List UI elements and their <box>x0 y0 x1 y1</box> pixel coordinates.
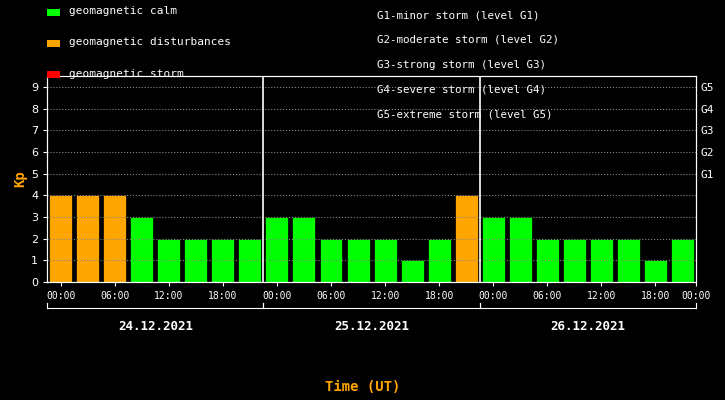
Y-axis label: Kp: Kp <box>13 171 27 187</box>
Bar <box>644 260 667 282</box>
Bar <box>563 239 586 282</box>
Bar <box>536 239 559 282</box>
Bar <box>265 217 289 282</box>
Text: G2-moderate storm (level G2): G2-moderate storm (level G2) <box>377 35 559 45</box>
Text: 25.12.2021: 25.12.2021 <box>334 320 409 333</box>
Bar <box>49 195 72 282</box>
Bar <box>130 217 153 282</box>
Text: Time (UT): Time (UT) <box>325 380 400 394</box>
Text: G4-severe storm (level G4): G4-severe storm (level G4) <box>377 84 546 94</box>
Bar <box>617 239 640 282</box>
Text: 24.12.2021: 24.12.2021 <box>117 320 193 333</box>
Bar <box>292 217 315 282</box>
Bar <box>76 195 99 282</box>
Bar <box>103 195 126 282</box>
Text: G3-strong storm (level G3): G3-strong storm (level G3) <box>377 60 546 70</box>
Bar <box>481 217 505 282</box>
Text: G5-extreme storm (level G5): G5-extreme storm (level G5) <box>377 109 552 119</box>
Text: geomagnetic disturbances: geomagnetic disturbances <box>69 37 231 47</box>
Bar <box>184 239 207 282</box>
Bar <box>239 239 262 282</box>
Bar <box>590 239 613 282</box>
Bar <box>157 239 181 282</box>
Bar <box>455 195 478 282</box>
Text: geomagnetic storm: geomagnetic storm <box>69 69 183 78</box>
Text: 26.12.2021: 26.12.2021 <box>550 320 626 333</box>
Text: G1-minor storm (level G1): G1-minor storm (level G1) <box>377 10 539 20</box>
Text: geomagnetic calm: geomagnetic calm <box>69 6 177 16</box>
Bar <box>509 217 531 282</box>
Bar <box>320 239 342 282</box>
Bar <box>212 239 234 282</box>
Bar <box>428 239 451 282</box>
Bar <box>347 239 370 282</box>
Bar <box>373 239 397 282</box>
Bar <box>671 239 694 282</box>
Bar <box>401 260 423 282</box>
